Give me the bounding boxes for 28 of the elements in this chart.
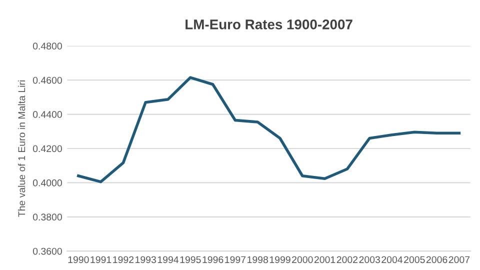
y-tick-label: 0.4600 bbox=[32, 76, 62, 84]
line-series bbox=[77, 76, 461, 184]
y-tick-label: 0.4800 bbox=[32, 42, 62, 50]
y-axis-title: The value of 1 Euro in Malta Liri bbox=[18, 80, 26, 217]
x-tick-label: 1995 bbox=[180, 256, 201, 264]
x-tick-label: 2002 bbox=[336, 256, 358, 264]
x-tick-label: 1999 bbox=[270, 256, 290, 264]
y-tick-label: 0.3800 bbox=[32, 214, 62, 221]
x-tick-label: 2001 bbox=[314, 256, 336, 264]
x-tick-label: 1997 bbox=[225, 256, 246, 264]
x-tick-label: 2003 bbox=[359, 256, 380, 264]
x-tick-label: 2004 bbox=[382, 256, 403, 264]
x-tick-label: 1994 bbox=[158, 256, 179, 264]
x-tick-label: 1990 bbox=[68, 256, 89, 264]
x-tick-label: 2006 bbox=[426, 256, 448, 264]
y-tick-label: 0.4400 bbox=[32, 111, 62, 118]
x-tick-label: 1992 bbox=[113, 256, 134, 264]
x-tick-label: 2005 bbox=[404, 256, 425, 264]
x-tick-label: 1991 bbox=[90, 256, 112, 264]
y-tick-label: 0.4000 bbox=[32, 179, 62, 186]
y-tick-label: 0.4200 bbox=[32, 145, 62, 152]
x-tick-label: 2000 bbox=[292, 256, 313, 264]
x-tick-label: 1996 bbox=[202, 256, 224, 264]
x-tick-label: 1993 bbox=[136, 256, 156, 264]
x-tick-label: 2007 bbox=[448, 256, 470, 264]
chart-title: LM-Euro Rates 1900-2007 bbox=[186, 20, 352, 30]
x-tick-label: 1998 bbox=[248, 256, 268, 264]
y-tick-label: 0.3600 bbox=[32, 248, 62, 255]
